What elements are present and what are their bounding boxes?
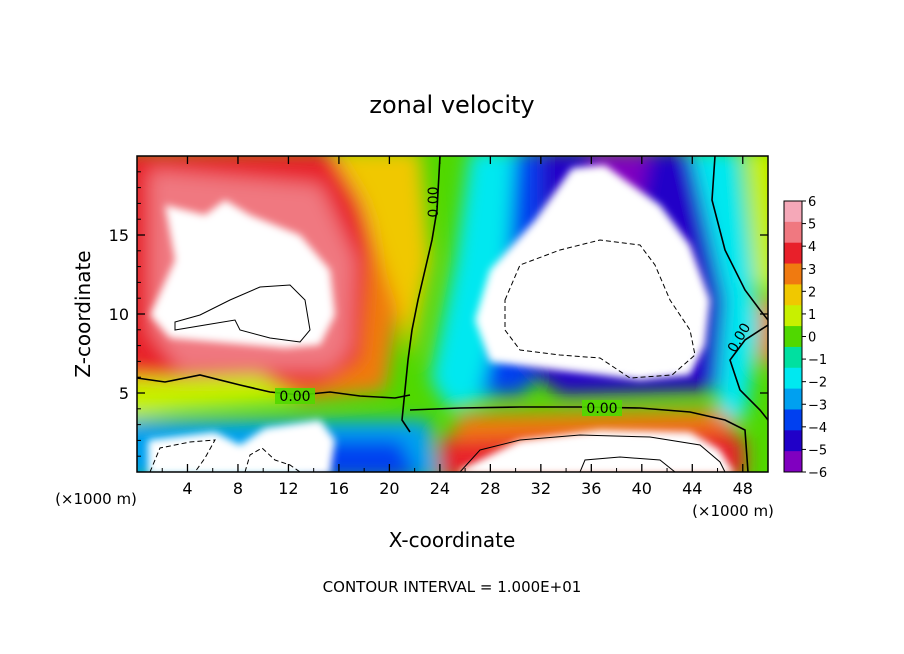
x-tick-label: 44	[682, 479, 702, 498]
field-region-lowyellow	[137, 375, 300, 418]
y-tick-label: 15	[109, 226, 129, 245]
contour-neg-lowleft	[149, 439, 216, 472]
chart-title: zonal velocity	[369, 91, 534, 119]
colorbar-swatch	[784, 430, 802, 452]
colorbar-label: 1	[808, 308, 816, 323]
field-core-lowleft-white	[148, 420, 335, 472]
colorbar-swatch	[784, 326, 802, 348]
contour-pos-lower	[459, 434, 726, 472]
field-region-rightyellow	[745, 156, 768, 291]
colorbar-label: 4	[808, 240, 816, 255]
contour-pos-left	[174, 284, 311, 343]
colorbar-swatch	[784, 409, 802, 431]
x-tick-label: 32	[531, 479, 551, 498]
y-axis-ticks: 5 10 15	[109, 171, 768, 457]
colorbar-label: −3	[808, 398, 827, 413]
contour-label-lower: 0.00	[586, 401, 617, 417]
field-region-yellow	[333, 156, 430, 360]
x-tick-label: 28	[480, 479, 500, 498]
contour-lines	[137, 156, 768, 472]
field-core-lowright-white	[460, 430, 734, 472]
colorbar-label: −2	[808, 376, 827, 391]
contour-zero-center	[401, 156, 441, 433]
colorbar-label: 3	[808, 263, 816, 278]
colorbar-swatch	[784, 221, 802, 244]
y-tick-label: 10	[109, 305, 129, 324]
x-tick-label: 24	[430, 479, 450, 498]
x-tick-label: 48	[733, 479, 753, 498]
colorbar-swatch	[784, 451, 802, 473]
x-axis-label: X-coordinate	[389, 528, 516, 552]
colorbar-label: −1	[808, 353, 827, 368]
colorbar-label: −5	[808, 443, 827, 458]
x-unit-note-left: (×1000 m)	[55, 490, 137, 508]
contour-interval-note: CONTOUR INTERVAL = 1.000E+01	[323, 578, 582, 596]
colorbar-swatch	[784, 201, 802, 223]
colorbar-label: 2	[808, 285, 816, 300]
contour-neg-right	[504, 239, 696, 379]
colorbar-swatch	[784, 242, 802, 265]
contour-neg-lowmid	[244, 447, 301, 472]
x-tick-label: 36	[581, 479, 601, 498]
x-tick-label: 16	[329, 479, 349, 498]
colorbar-swatch	[784, 388, 802, 410]
colorbar: 6 5 4 3 2 1 0 −1 −2 −3 −4 −5 −6	[783, 195, 827, 481]
x-tick-label: 20	[379, 479, 399, 498]
x-tick-label: 12	[278, 479, 298, 498]
y-tick-label: 5	[119, 384, 129, 403]
colorbar-swatch	[784, 305, 802, 327]
colorbar-label: 6	[808, 195, 816, 210]
heatmap-field	[137, 156, 768, 472]
x-tick-label: 40	[632, 479, 652, 498]
colorbar-label: 5	[808, 218, 816, 233]
x-tick-label: 8	[233, 479, 243, 498]
x-tick-label: 4	[182, 479, 192, 498]
colorbar-swatch	[784, 346, 802, 369]
x-unit-note-right: (×1000 m)	[692, 502, 774, 520]
field-core-left-white	[150, 200, 335, 348]
field-core-right-white	[475, 165, 710, 380]
contour-zero-right	[711, 156, 768, 321]
contour-label-left: 0.00	[279, 389, 310, 405]
colorbar-label: 0	[808, 331, 816, 346]
y-axis-label: Z-coordinate	[71, 250, 95, 377]
colorbar-swatch	[784, 284, 802, 306]
colorbar-label: −4	[808, 421, 827, 436]
field-region-rightorange	[760, 300, 768, 364]
colorbar-swatch	[784, 263, 802, 285]
contour-zero-right-lower	[729, 324, 768, 421]
contour-pos-lower-inner	[579, 456, 676, 472]
colorbar-label: −6	[808, 466, 827, 481]
field-region-rightcyan	[691, 156, 760, 420]
x-axis-ticks: 4 8 12 16 20 24 28 32 36 40 44 48	[161, 156, 753, 498]
contour-label-center: 0.00	[426, 186, 442, 217]
contour-zero-lower	[409, 406, 749, 472]
colorbar-swatch	[784, 367, 802, 390]
contour-labels: 0.00 0.00 0.00 0.00	[275, 186, 754, 417]
